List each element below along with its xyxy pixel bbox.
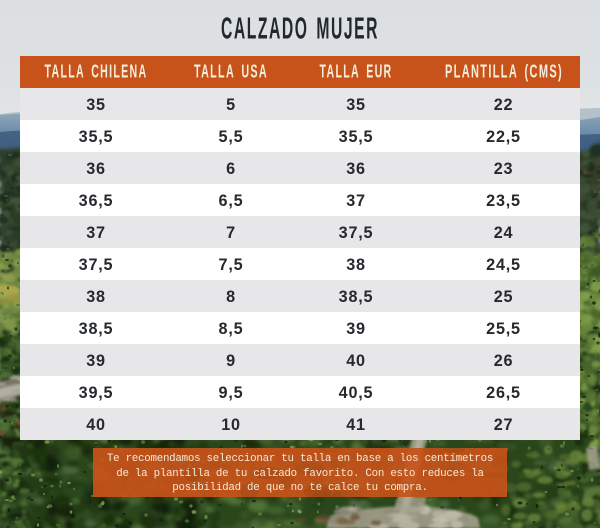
svg-text:TALLA CHILENA: TALLA CHILENA: [45, 62, 148, 82]
svg-text:TALLA EUR: TALLA EUR: [320, 62, 393, 82]
svg-text:TALLA USA: TALLA USA: [194, 62, 268, 82]
svg-text:CALZADO MUJER: CALZADO MUJER: [221, 12, 379, 46]
svg-text:PLANTILLA (CMS): PLANTILLA (CMS): [445, 62, 563, 82]
